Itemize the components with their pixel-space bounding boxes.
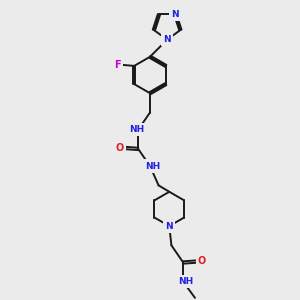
Text: NH: NH xyxy=(178,277,194,286)
Text: F: F xyxy=(114,60,121,70)
Text: N: N xyxy=(172,10,179,19)
Text: NH: NH xyxy=(145,162,160,171)
Text: N: N xyxy=(166,222,173,231)
Text: NH: NH xyxy=(130,125,145,134)
Text: N: N xyxy=(163,35,171,44)
Text: O: O xyxy=(198,256,206,266)
Text: O: O xyxy=(115,143,124,153)
